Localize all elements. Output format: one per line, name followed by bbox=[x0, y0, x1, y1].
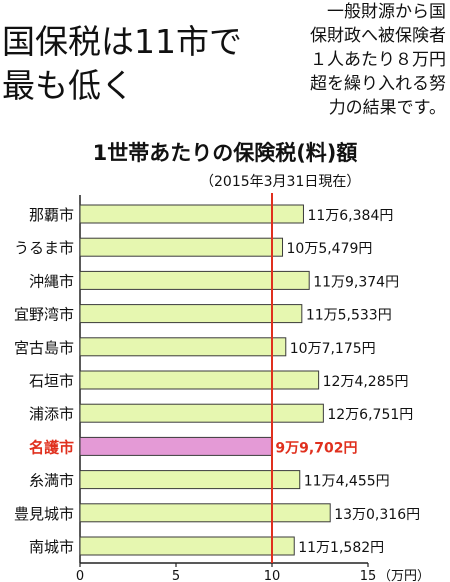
x-tick-label-3: 15 bbox=[360, 569, 377, 582]
note-line-5: 力の結果です。 bbox=[328, 98, 446, 118]
x-tick-label-0: 0 bbox=[76, 569, 84, 582]
bar-9 bbox=[79, 503, 331, 523]
value-label-6: 12万6,751円 bbox=[327, 407, 413, 423]
value-label-1: 10万5,479円 bbox=[287, 241, 373, 257]
bar-1 bbox=[79, 237, 284, 257]
note-line-2: 保財政へ被保険者 bbox=[310, 26, 446, 46]
category-label-10: 南城市 bbox=[29, 538, 74, 556]
bar-2 bbox=[79, 270, 310, 290]
bar-5 bbox=[79, 370, 320, 390]
category-label-2: 沖縄市 bbox=[29, 272, 74, 290]
category-label-3: 宜野湾市 bbox=[14, 306, 74, 324]
category-label-0: 那覇市 bbox=[29, 206, 74, 224]
value-label-0: 11万6,384円 bbox=[307, 208, 393, 224]
category-label-1: うるま市 bbox=[14, 239, 74, 257]
x-tick-label-2: 10 bbox=[264, 569, 281, 582]
chart-subtitle: （2015年3月31日現在） bbox=[200, 174, 361, 190]
value-label-7: 9万9,702円 bbox=[275, 440, 357, 456]
category-label-8: 糸満市 bbox=[29, 472, 74, 490]
note-line-3: １人あたり８万円 bbox=[310, 50, 446, 70]
x-unit-label: （万円） bbox=[378, 569, 430, 582]
note-line-1: 一般財源から国 bbox=[327, 2, 446, 22]
value-label-4: 10万7,175円 bbox=[290, 341, 376, 357]
bar-3 bbox=[79, 304, 303, 324]
value-label-9: 13万0,316円 bbox=[334, 507, 420, 523]
chart-title: 1世帯あたりの保険税(料)額 bbox=[92, 141, 358, 165]
headline-line-2: 最も低く bbox=[2, 66, 134, 105]
value-label-3: 11万5,533円 bbox=[306, 308, 392, 324]
x-tick-label-1: 5 bbox=[172, 569, 180, 582]
note-line-4: 超を繰り入れる努 bbox=[310, 74, 446, 94]
category-label-5: 石垣市 bbox=[29, 372, 74, 390]
category-label-6: 浦添市 bbox=[29, 405, 74, 423]
category-label-9: 豊見城市 bbox=[14, 505, 74, 523]
value-label-5: 12万4,285円 bbox=[323, 374, 409, 390]
value-label-8: 11万4,455円 bbox=[304, 474, 390, 490]
value-label-10: 11万1,582円 bbox=[298, 540, 384, 556]
bar-0 bbox=[79, 204, 304, 224]
bar-7 bbox=[79, 436, 272, 456]
bar-6 bbox=[79, 403, 324, 423]
bar-10 bbox=[79, 536, 295, 556]
bar-8 bbox=[79, 470, 301, 490]
bar-4 bbox=[79, 337, 287, 357]
category-label-7: 名護市 bbox=[29, 438, 74, 456]
headline-line-1: 国保税は11市で bbox=[2, 22, 242, 61]
category-label-4: 宮古島市 bbox=[14, 339, 74, 357]
value-label-2: 11万9,374円 bbox=[313, 274, 399, 290]
